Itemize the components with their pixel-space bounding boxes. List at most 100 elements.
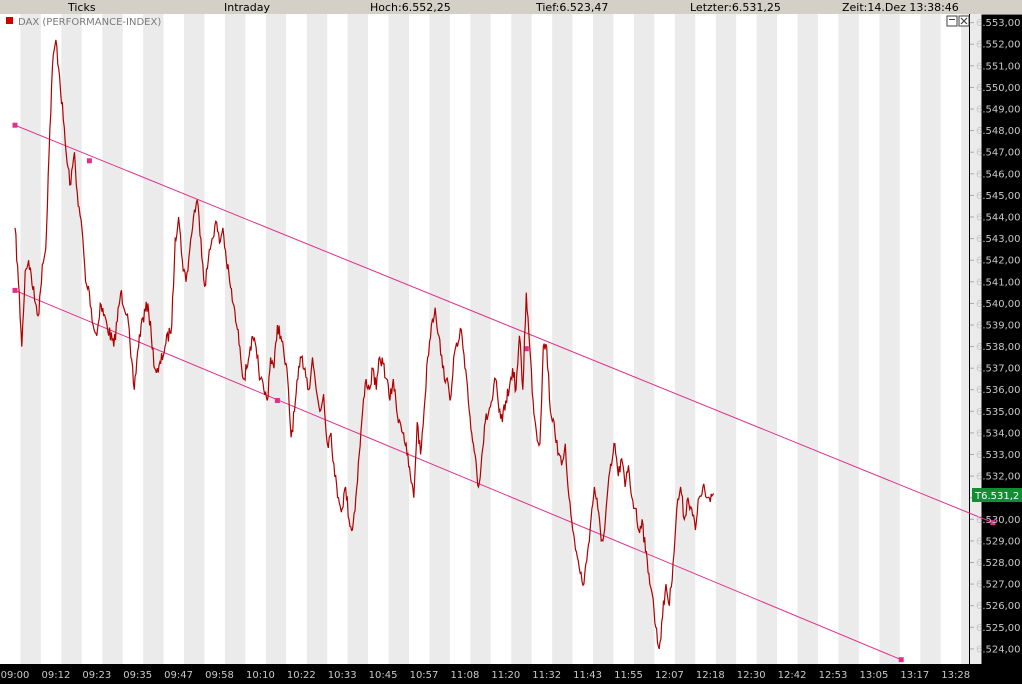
x-tick-label: 13:05 — [859, 670, 888, 681]
channel-handle[interactable] — [898, 657, 904, 663]
channel-handle[interactable] — [990, 520, 996, 526]
y-tick-label: 6.547,00 — [976, 148, 1021, 159]
x-tick-label: 09:47 — [164, 670, 193, 681]
grid-band — [511, 14, 532, 664]
y-tick-label: 6.546,00 — [976, 169, 1021, 180]
x-tick-label: 09:00 — [1, 670, 30, 681]
y-tick-label: 6.539,00 — [976, 321, 1021, 332]
grid-band — [715, 14, 737, 664]
y-tick-label: 6.533,00 — [976, 450, 1021, 461]
x-tick-label: 10:10 — [246, 670, 275, 681]
price-channel[interactable] — [12, 122, 996, 663]
grid-band — [552, 14, 573, 664]
last-value: Letzter:6.531,25 — [690, 1, 781, 14]
grid-band — [347, 14, 368, 664]
x-tick-label: 12:18 — [696, 670, 725, 681]
ticks-label[interactable]: Ticks — [68, 1, 96, 14]
x-tick-label: 11:20 — [491, 670, 520, 681]
y-tick-label: 6.549,00 — [976, 105, 1021, 116]
interval-label[interactable]: Intraday — [224, 1, 271, 14]
channel-handle[interactable] — [12, 122, 18, 128]
last-price-tag: T6.531,2 — [972, 488, 1022, 502]
grid-band — [633, 14, 655, 664]
x-tick-label: 09:35 — [123, 670, 152, 681]
last-price-tag-bg — [972, 488, 1022, 502]
x-tick-label: 09:12 — [41, 670, 70, 681]
x-tick-label: 12:42 — [778, 670, 807, 681]
x-tick-label: 10:22 — [287, 670, 316, 681]
y-tick-label: 6.526,00 — [976, 601, 1021, 612]
y-tick-label: 6.528,00 — [976, 558, 1021, 569]
y-tick-label: 6.538,00 — [976, 342, 1021, 353]
window-buttons — [946, 15, 970, 27]
x-tick-label: 12:53 — [819, 670, 848, 681]
grid-band — [265, 14, 287, 664]
x-tick-label: 10:33 — [328, 670, 357, 681]
x-tick-label: 11:43 — [573, 670, 602, 681]
y-tick-label: 6.535,00 — [976, 407, 1021, 418]
low-value: Tief:6.523,47 — [536, 1, 609, 14]
x-tick-label: 11:55 — [614, 670, 643, 681]
time-bands — [20, 14, 982, 664]
chart-header-bar: Ticks Intraday Hoch:6.552,25 Tief:6.523,… — [0, 0, 1022, 15]
y-tick-label: 6.548,00 — [976, 126, 1021, 137]
y-tick-label: 6.553,00 — [976, 18, 1021, 29]
y-tick-label: 6.545,00 — [976, 191, 1021, 202]
y-tick-label: 6.550,00 — [976, 83, 1021, 94]
channel-handle[interactable] — [12, 287, 18, 293]
channel-handle[interactable] — [523, 346, 529, 352]
x-tick-label: 09:23 — [82, 670, 111, 681]
channel-handle[interactable] — [274, 398, 280, 403]
x-tick-label: 11:08 — [450, 670, 479, 681]
price-chart[interactable]: DAX (PERFORMANCE-INDEX) 6.553,00 6.552,00… — [0, 14, 1022, 684]
y-tick-label: 6.552,00 — [976, 40, 1021, 51]
restore-icon[interactable] — [946, 15, 958, 27]
high-value: Hoch:6.552,25 — [370, 1, 451, 14]
y-tick-label: 6.524,00 — [976, 644, 1021, 655]
x-tick-label: 12:07 — [655, 670, 684, 681]
y-tick-label: 6.534,00 — [976, 428, 1021, 439]
x-tick-label: 10:45 — [369, 670, 398, 681]
grid-band — [20, 14, 41, 664]
x-tick-label: 11:32 — [532, 670, 561, 681]
grid-band — [184, 14, 205, 664]
y-tick-label: 6.529,00 — [976, 536, 1021, 547]
grid-band — [879, 14, 900, 664]
grid-band — [306, 14, 328, 664]
grid-band — [920, 14, 941, 664]
y-tick-label: 6.543,00 — [976, 234, 1021, 245]
grid-band — [797, 14, 818, 664]
instrument-label: DAX (PERFORMANCE-INDEX) — [18, 17, 161, 28]
x-tick-label: 13:28 — [941, 670, 970, 681]
grid-band — [143, 14, 164, 664]
grid-band — [224, 14, 246, 664]
last-price-tag-text: T6.531,2 — [974, 491, 1019, 502]
channel-lower-line[interactable] — [14, 289, 902, 661]
x-tick-label: 10:57 — [410, 670, 439, 681]
y-tick-label: 6.542,00 — [976, 256, 1021, 267]
restore-icon-bar — [949, 19, 955, 20]
y-tick-label: 6.536,00 — [976, 385, 1021, 396]
channel-upper-line[interactable] — [14, 124, 994, 524]
close-icon-cross — [960, 17, 968, 25]
grid-band — [61, 14, 82, 664]
y-tick-label: 6.532,00 — [976, 472, 1021, 483]
grid-band — [838, 14, 859, 664]
series-color-swatch — [6, 17, 13, 24]
x-tick-label: 09:58 — [205, 670, 234, 681]
y-tick-label: 6.525,00 — [976, 623, 1021, 634]
grid-band — [593, 14, 614, 664]
x-tick-label: 13:17 — [900, 670, 929, 681]
y-axis: 6.553,00 6.552,00 6.551,00 6.550,00 6.549,00… — [970, 18, 1021, 655]
grid-band — [470, 14, 491, 664]
x-tick-label: 12:30 — [737, 670, 766, 681]
grid-band — [756, 14, 777, 664]
y-tick-label: 6.527,00 — [976, 580, 1021, 591]
time-value: Zeit:14.Dez 13:38:46 — [842, 1, 959, 14]
y-tick-label: 6.541,00 — [976, 277, 1021, 288]
y-tick-label: 6.551,00 — [976, 61, 1021, 72]
price-series-line — [14, 39, 715, 650]
x-axis: 09:00 09:12 09:23 09:35 09:47 09:58 10:10 10:22… — [1, 670, 971, 681]
y-tick-label: 6.544,00 — [976, 213, 1021, 224]
channel-handle[interactable] — [86, 158, 92, 164]
